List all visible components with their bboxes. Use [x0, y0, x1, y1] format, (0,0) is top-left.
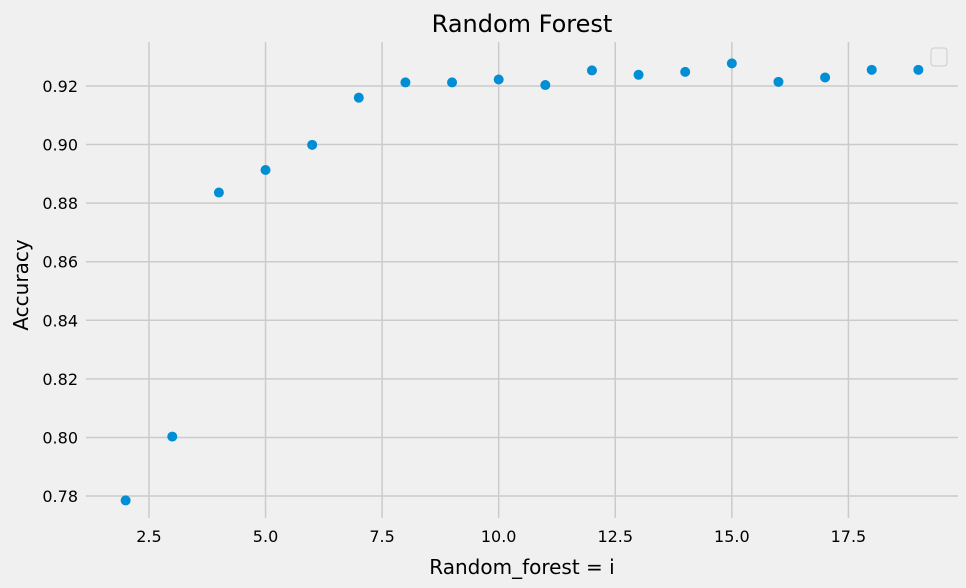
data-point [633, 69, 644, 80]
x-tick-label: 15.0 [714, 527, 750, 546]
x-tick-label: 7.5 [369, 527, 394, 546]
data-point [773, 76, 784, 87]
y-tick-label: 0.78 [42, 487, 78, 506]
x-tick-label: 17.5 [831, 527, 867, 546]
legend-box [930, 47, 948, 67]
data-point [307, 139, 318, 150]
x-tick-label: 10.0 [481, 527, 517, 546]
data-point [820, 72, 831, 83]
x-tick-label: 12.5 [597, 527, 633, 546]
data-point [120, 495, 131, 506]
data-point [400, 77, 411, 88]
data-point [447, 77, 458, 88]
data-point [866, 64, 877, 75]
y-tick-label: 0.84 [42, 311, 78, 330]
y-tick-label: 0.82 [42, 370, 78, 389]
data-point [726, 58, 737, 69]
x-tick-labels: 2.5 5.0 7.5 10.0 12.5 15.0 17.5 [136, 527, 866, 546]
x-axis-label: Random_forest = i [429, 555, 614, 579]
data-point [586, 65, 597, 76]
x-tick-label: 5.0 [253, 527, 278, 546]
data-points [120, 58, 924, 506]
y-tick-label: 0.92 [42, 77, 78, 96]
data-point [493, 74, 504, 85]
y-tick-label: 0.88 [42, 194, 78, 213]
data-point [680, 66, 691, 77]
chart-title: Random Forest [432, 10, 613, 38]
x-gridlines [148, 42, 850, 518]
data-point [213, 187, 224, 198]
y-tick-labels: 0.78 0.80 0.82 0.84 0.86 0.88 0.90 0.92 [42, 77, 78, 506]
y-axis-label: Accuracy [9, 239, 33, 330]
y-gridlines [86, 85, 958, 497]
data-point [353, 92, 364, 103]
data-point [540, 80, 551, 91]
data-point [167, 431, 178, 442]
data-point [260, 165, 271, 176]
y-tick-label: 0.80 [42, 428, 78, 447]
data-point [913, 64, 924, 75]
y-tick-label: 0.90 [42, 136, 78, 155]
x-tick-label: 2.5 [136, 527, 161, 546]
y-tick-label: 0.86 [42, 253, 78, 272]
